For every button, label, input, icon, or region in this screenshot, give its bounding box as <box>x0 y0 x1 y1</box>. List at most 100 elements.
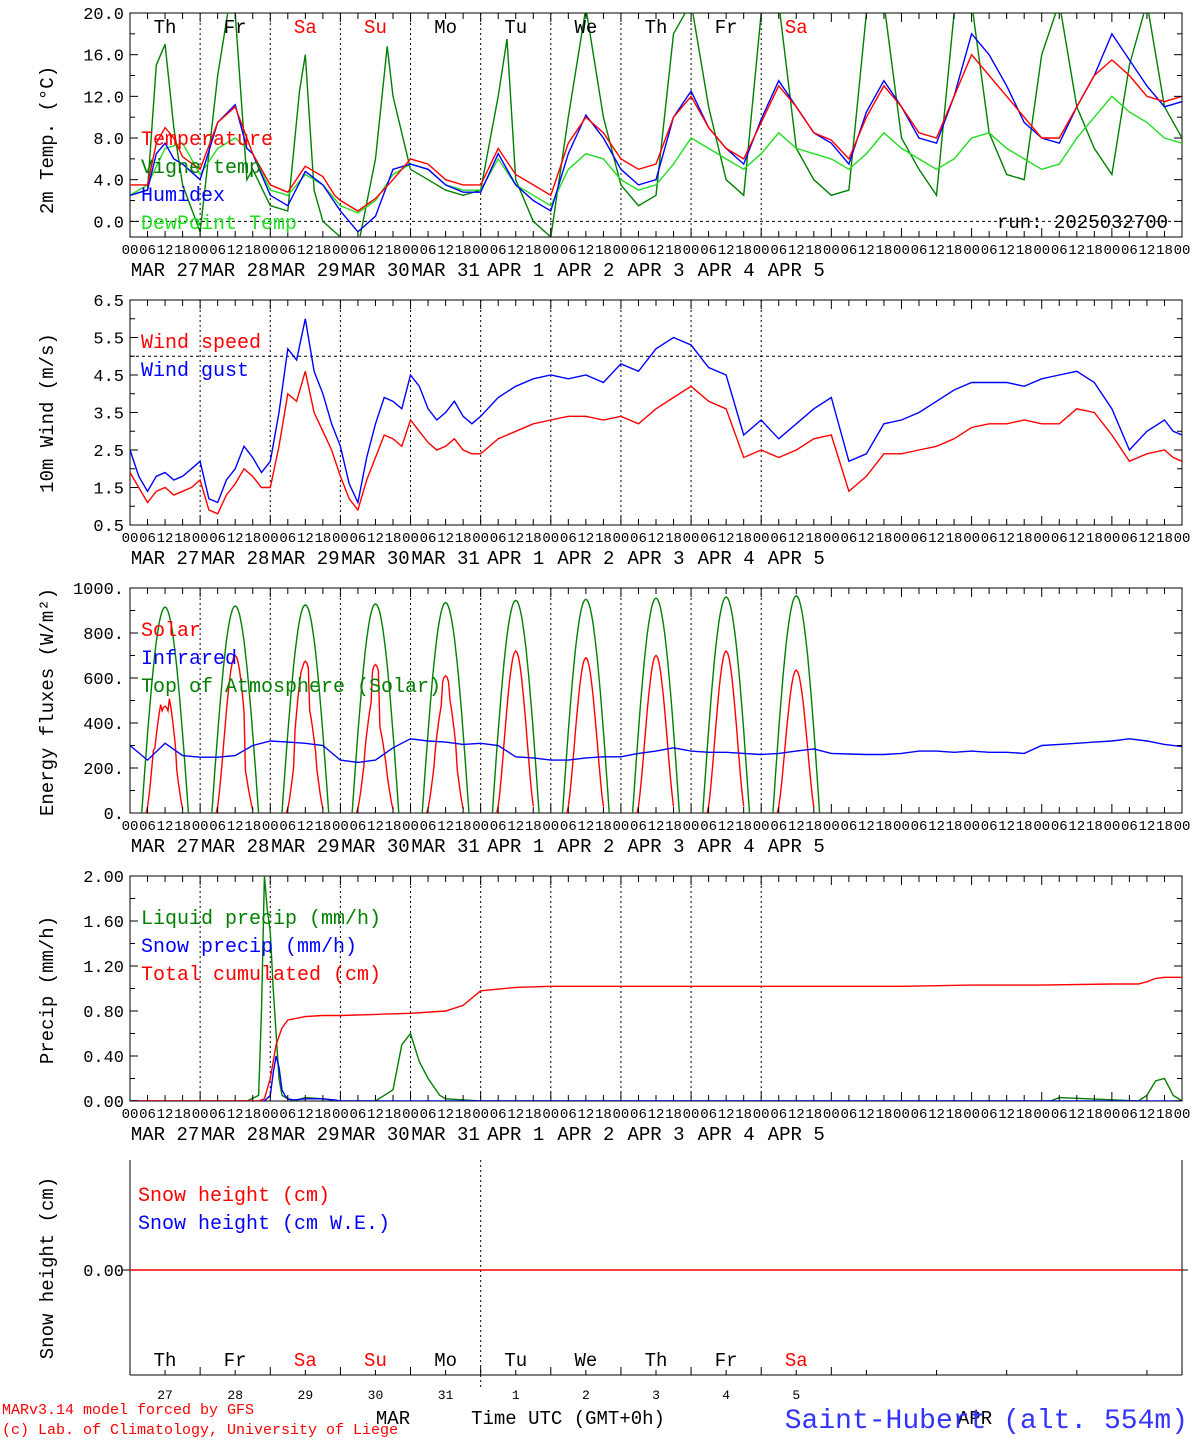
wind-hour-label: 12 <box>718 531 735 547</box>
wind-date-label: MAR 28 <box>201 548 269 570</box>
flux-hour-label: 00 <box>823 819 840 835</box>
flux-hour-label: 18 <box>1086 819 1103 835</box>
temp-legend-3: DewPoint Temp <box>141 213 297 236</box>
temp-ylabel: 2m Temp. (°C) <box>37 66 59 214</box>
flux-hour-label: 06 <box>1121 819 1138 835</box>
flux-legend-2: Top of Atmosphere (Solar) <box>141 676 441 699</box>
flux-hour-label: 12 <box>577 819 594 835</box>
flux-hour-label: 00 <box>262 819 279 835</box>
flux-ytick-label: 400. <box>83 716 124 735</box>
flux-hour-label: 18 <box>876 819 893 835</box>
flux-hour-label: 18 <box>735 819 752 835</box>
precip-date-label: MAR 30 <box>341 1124 409 1146</box>
run-label: run: 2025032700 <box>997 212 1168 234</box>
snow-legend-1: Snow height (cm W.E.) <box>138 1213 390 1236</box>
wind-date-label: MAR 31 <box>411 548 479 570</box>
flux-hour-label: 12 <box>437 819 454 835</box>
flux-solar-day <box>285 660 324 813</box>
wind-hour-label: 18 <box>1086 531 1103 547</box>
temp-hour-label: 00 <box>613 243 630 259</box>
flux-hour-label: 06 <box>490 819 507 835</box>
wind-hour-label: 00 <box>122 531 139 547</box>
snow-day-name: Th <box>645 1350 668 1372</box>
flux-solar-day <box>566 656 605 813</box>
flux-hour-label: 18 <box>525 819 542 835</box>
wind-series-1 <box>130 318 1182 505</box>
temp-hour-label: 12 <box>297 243 314 259</box>
wind-hour-label: 12 <box>157 531 174 547</box>
flux-hour-label: 18 <box>244 819 261 835</box>
flux-hour-label: 00 <box>753 819 770 835</box>
wind-ytick-label: 3.5 <box>93 406 124 425</box>
temp-date-label: MAR 31 <box>411 260 479 282</box>
precip-hour-label: 00 <box>893 1107 910 1123</box>
temp-hour-label: 12 <box>437 243 454 259</box>
wind-hour-label: 00 <box>963 531 980 547</box>
footer-time-axis-label: Time UTC (GMT+0h) <box>471 1408 665 1430</box>
temp-hour-label: 00 <box>683 243 700 259</box>
precip-hour-label: 00 <box>1033 1107 1050 1123</box>
flux-solar-day <box>706 649 745 813</box>
temp-day-name: Sa <box>294 17 317 39</box>
flux-ytick-label: 800. <box>83 626 124 645</box>
temp-hour-label: 06 <box>209 243 226 259</box>
footer-day-number: 27 <box>157 1388 173 1403</box>
flux-hour-label: 12 <box>157 819 174 835</box>
temp-hour-label: 18 <box>244 243 261 259</box>
temp-hour-label: 00 <box>753 243 770 259</box>
flux-legend-1: Infrared <box>141 648 237 671</box>
wind-hour-label: 12 <box>437 531 454 547</box>
precip-hour-label: 12 <box>157 1107 174 1123</box>
precip-hour-label: 18 <box>735 1107 752 1123</box>
temp-hour-label: 18 <box>455 243 472 259</box>
snow-day-name: Fr <box>715 1350 738 1372</box>
wind-ytick-label: 4.5 <box>93 368 124 387</box>
wind-hour-label: 00 <box>893 531 910 547</box>
temp-hour-label: 18 <box>1016 243 1033 259</box>
snow-ytick-label: 0.00 <box>83 1263 124 1282</box>
precip-date-label: MAR 31 <box>411 1124 479 1146</box>
flux-hour-label: 18 <box>455 819 472 835</box>
flux-ytick-label: 1000. <box>73 581 124 600</box>
wind-legend-0: Wind speed <box>141 332 261 355</box>
temp-hour-label: 00 <box>1174 243 1191 259</box>
snow-day-name: Fr <box>224 1350 247 1372</box>
snow-day-name: Sa <box>294 1350 317 1372</box>
precip-hour-label: 00 <box>262 1107 279 1123</box>
footer-day-number: 5 <box>792 1388 800 1403</box>
flux-hour-label: 06 <box>911 819 928 835</box>
wind-hour-label: 18 <box>946 531 963 547</box>
flux-toa-day <box>631 597 681 813</box>
precip-hour-label: 12 <box>648 1107 665 1123</box>
temp-hour-label: 06 <box>840 243 857 259</box>
footer-month-mar: MAR <box>376 1408 410 1430</box>
precip-hour-label: 18 <box>525 1107 542 1123</box>
temp-hour-label: 12 <box>227 243 244 259</box>
temp-day-name: Mo <box>434 17 457 39</box>
flux-hour-label: 00 <box>472 819 489 835</box>
precip-ytick-label: 2.00 <box>83 869 124 888</box>
temp-date-label: MAR 29 <box>271 260 339 282</box>
temp-hour-label: 18 <box>805 243 822 259</box>
precip-hour-label: 18 <box>805 1107 822 1123</box>
temp-hour-label: 18 <box>525 243 542 259</box>
flux-hour-label: 00 <box>1103 819 1120 835</box>
temp-hour-label: 12 <box>507 243 524 259</box>
precip-hour-label: 18 <box>174 1107 191 1123</box>
wind-hour-label: 18 <box>525 531 542 547</box>
precip-hour-label: 18 <box>1156 1107 1173 1123</box>
precip-hour-label: 06 <box>1121 1107 1138 1123</box>
footer-day-number: 30 <box>368 1388 384 1403</box>
temp-ytick-label: 20.0 <box>83 6 124 25</box>
flux-hour-label: 18 <box>385 819 402 835</box>
flux-hour-label: 18 <box>314 819 331 835</box>
wind-hour-label: 12 <box>788 531 805 547</box>
wind-panel-frame <box>129 299 1183 526</box>
wind-series-0 <box>130 371 1182 515</box>
precip-hour-label: 00 <box>613 1107 630 1123</box>
temp-hour-label: 12 <box>648 243 665 259</box>
precip-hour-label: 06 <box>630 1107 647 1123</box>
precip-hour-label: 06 <box>560 1107 577 1123</box>
wind-ytick-label: 2.5 <box>93 443 124 462</box>
